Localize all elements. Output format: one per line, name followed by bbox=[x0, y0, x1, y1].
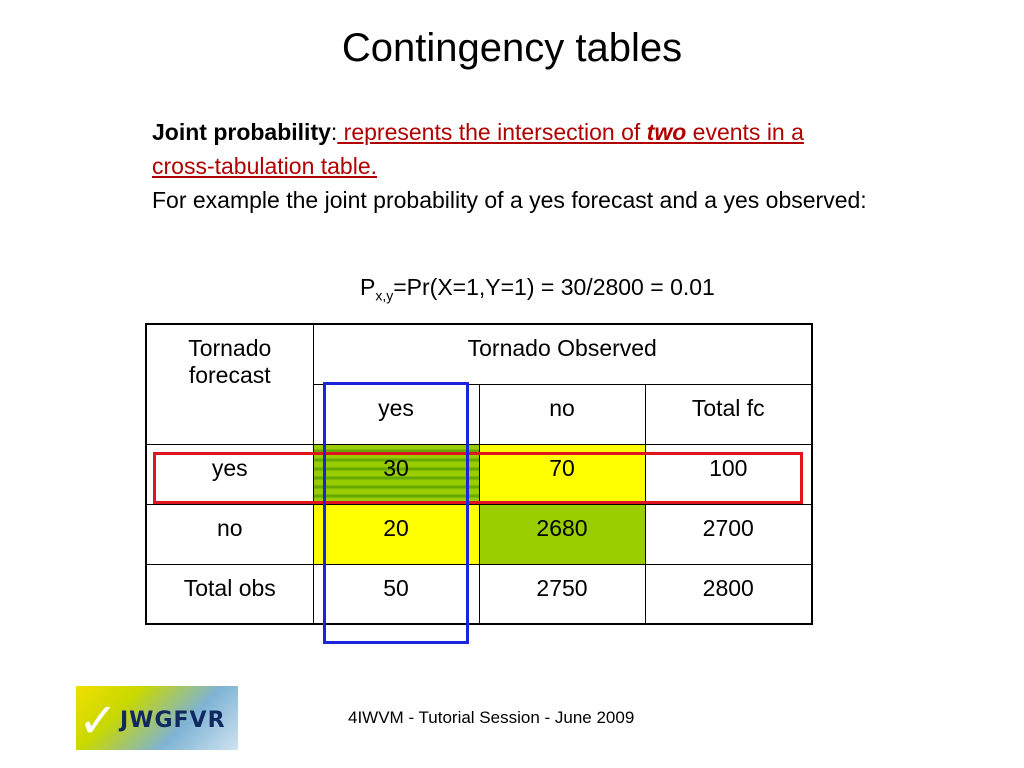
logo-text: JWGFVR bbox=[120, 708, 226, 733]
example-text: For example the joint probability of a y… bbox=[152, 187, 867, 213]
slide-title: Contingency tables bbox=[341, 26, 683, 70]
definition-text-part1: represents the intersection of bbox=[337, 119, 647, 145]
col-header-no: no bbox=[478, 383, 646, 445]
table-row: yes 30 70 100 bbox=[145, 443, 813, 505]
cell-misses: 20 bbox=[312, 503, 480, 565]
table-row: Total obs 50 2750 2800 bbox=[145, 563, 813, 625]
row-label-total: Total obs bbox=[145, 563, 314, 625]
col-header-total: Total fc bbox=[644, 383, 813, 445]
joint-probability-formula: Px,y=Pr(X=1,Y=1) = 30/2800 = 0.01 bbox=[360, 270, 715, 313]
definition-text-part2: events in a cross-tabulation table. bbox=[152, 119, 804, 179]
corner-header: Tornado forecast bbox=[145, 323, 314, 445]
row-label-yes: yes bbox=[145, 443, 314, 505]
definition-paragraph: Joint probability: represents the inters… bbox=[152, 115, 872, 217]
col-header-yes: yes bbox=[312, 383, 480, 445]
observed-header: Tornado Observed bbox=[312, 323, 813, 385]
formula-p: P bbox=[360, 274, 376, 300]
cell-total-fc-yes: 100 bbox=[644, 443, 813, 505]
checkmark-icon: ✓ bbox=[78, 693, 119, 749]
cell-hits: 30 bbox=[312, 443, 480, 505]
jwgfvr-logo: ✓ JWGFVR bbox=[76, 686, 238, 750]
definition-colon: : bbox=[330, 119, 338, 145]
row-label-no: no bbox=[145, 503, 314, 565]
cell-total-obs-yes: 50 bbox=[312, 563, 480, 625]
formula-subscript: x,y bbox=[375, 287, 394, 304]
footer-text: 4IWVM - Tutorial Session - June 2009 bbox=[348, 708, 635, 727]
contingency-table: Tornado forecast Tornado Observed yes no… bbox=[145, 323, 813, 625]
definition-term: Joint probability bbox=[152, 119, 331, 145]
cell-total-obs-no: 2750 bbox=[478, 563, 646, 625]
formula-rest: =Pr(X=1,Y=1) = 30/2800 = 0.01 bbox=[393, 274, 715, 300]
cell-false-alarms: 70 bbox=[478, 443, 646, 505]
cell-correct-negatives: 2680 bbox=[478, 503, 646, 565]
cell-total-fc-no: 2700 bbox=[644, 503, 813, 565]
table-row: no 20 2680 2700 bbox=[145, 503, 813, 565]
cell-grand-total: 2800 bbox=[644, 563, 813, 625]
definition-emphasis: two bbox=[646, 119, 687, 145]
